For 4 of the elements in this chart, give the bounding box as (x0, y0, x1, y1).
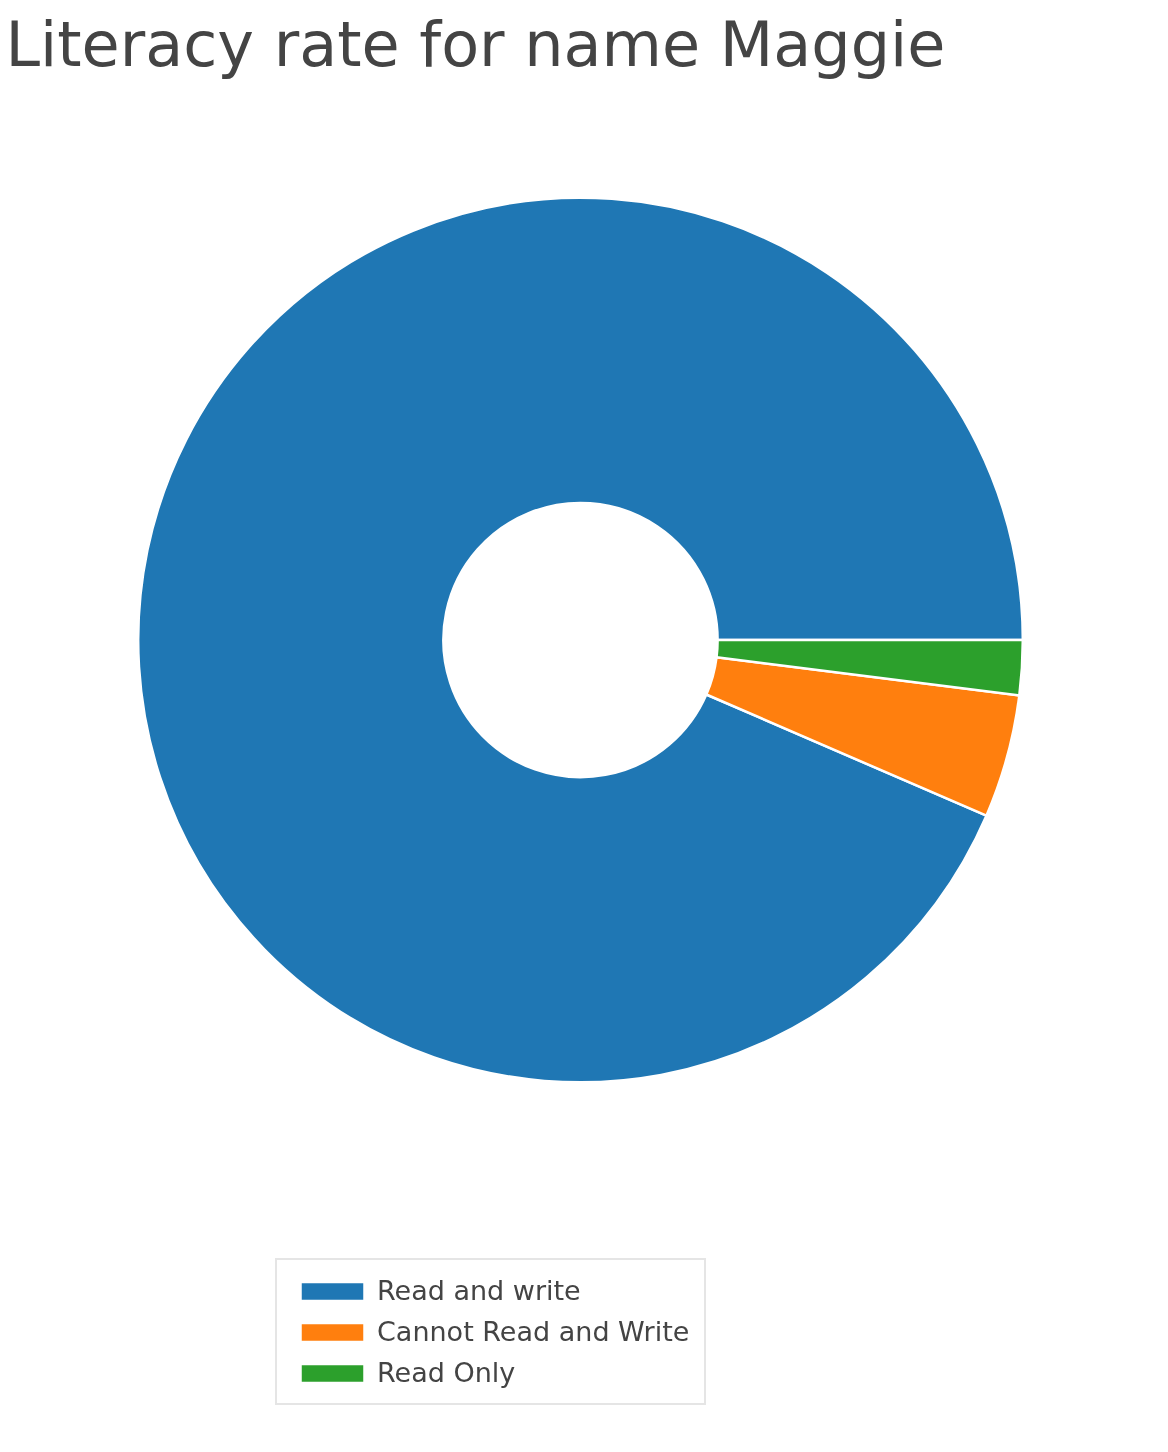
chart-title: Literacy rate for name Maggie (5, 7, 946, 81)
legend-label: Read and write (377, 1275, 581, 1306)
legend-label: Read Only (377, 1357, 516, 1388)
legend-label: Cannot Read and Write (377, 1316, 690, 1347)
